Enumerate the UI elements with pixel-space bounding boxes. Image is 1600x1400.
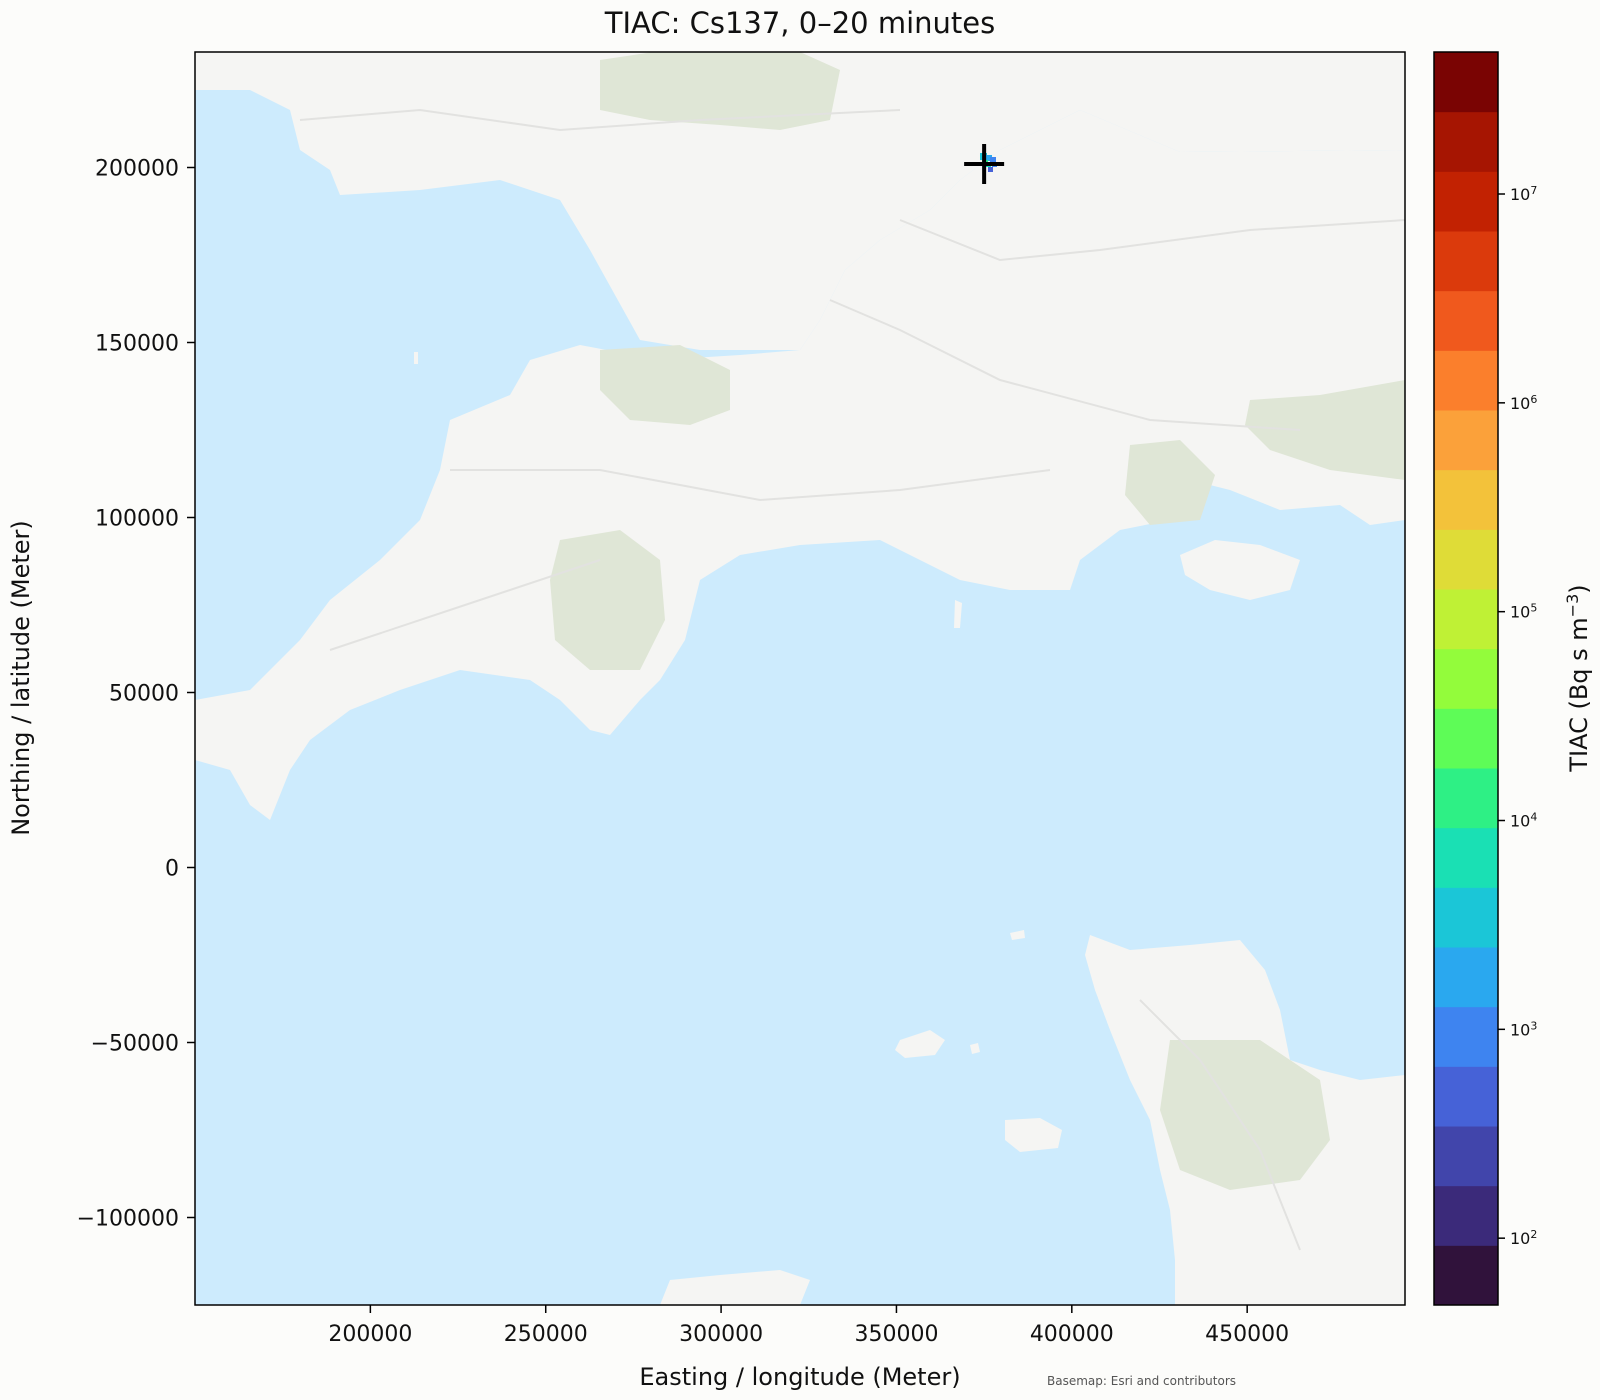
colorbar-band [1434,827,1498,888]
x-tick-label: 400000 [1030,1322,1114,1347]
colorbar-band [1434,648,1498,709]
y-tick-label: 50000 [109,682,179,707]
y-tick-label: 100000 [95,507,179,532]
release-point-marker[interactable] [964,144,1005,184]
y-tick-label: 150000 [95,332,179,357]
colorbar-band [1434,708,1498,769]
colorbar-band [1434,1066,1498,1127]
chart-title: TIAC: Cs137, 0–20 minutes [604,6,995,40]
colorbar-band [1434,887,1498,948]
colorbar-frame [1433,51,1499,1306]
colorbar-band [1434,947,1498,1008]
colorbar-band [1434,171,1498,232]
colorbar-band [1434,768,1498,829]
colorbar-swatches [1434,52,1498,1306]
x-axis-title: Easting / longitude (Meter) [639,1363,960,1391]
x-tick-label: 350000 [854,1322,938,1347]
colorbar-band [1434,350,1498,411]
basemap-land [195,52,1405,1305]
y-tick-label: 0 [165,857,179,882]
colorbar-tick-label: 105 [1510,601,1537,622]
x-tick-label: 450000 [1205,1322,1289,1347]
y-tick-label: −50000 [91,1032,179,1057]
y-axis: 200000 150000 100000 50000 0 −50000 −100000 [77,157,195,1232]
colorbar-band [1434,469,1498,530]
y-axis-title: Northing / latitude (Meter) [7,520,35,836]
colorbar-band [1434,410,1498,471]
x-tick-label: 300000 [679,1322,763,1347]
colorbar-band [1434,529,1498,590]
colorbar: 102 103 104 105 106 107 TIAC (Bq s m−3) [1433,51,1594,1306]
colorbar-band [1434,231,1498,292]
colorbar-band [1434,1006,1498,1067]
x-tick-label: 200000 [328,1322,412,1347]
colorbar-tick-label: 103 [1510,1019,1537,1040]
basemap-attribution: Basemap: Esri and contributors [1047,1374,1236,1388]
colorbar-band [1434,1185,1498,1246]
colorbar-tick-label: 104 [1510,810,1537,831]
y-tick-label: 200000 [95,157,179,182]
colorbar-title: TIAC (Bq s m−3) [1563,584,1594,772]
colorbar-tick-label: 102 [1510,1228,1537,1249]
colorbar-band [1434,290,1498,351]
map-panel[interactable] [194,48,1406,1306]
colorbar-band [1434,589,1498,650]
colorbar-tick-label: 107 [1510,184,1537,205]
colorbar-band [1434,1126,1498,1187]
colorbar-band [1434,111,1498,172]
x-tick-label: 250000 [504,1322,588,1347]
plot-frame [194,51,1406,1306]
colorbar-band [1434,1245,1498,1306]
y-tick-label: −100000 [77,1207,179,1232]
colorbar-tick-label: 106 [1510,392,1537,413]
x-axis: 200000 250000 300000 350000 400000 450000 [328,1305,1289,1347]
colorbar-band [1434,52,1498,113]
colorbar-ticks: 102 103 104 105 106 107 [1498,184,1537,1249]
